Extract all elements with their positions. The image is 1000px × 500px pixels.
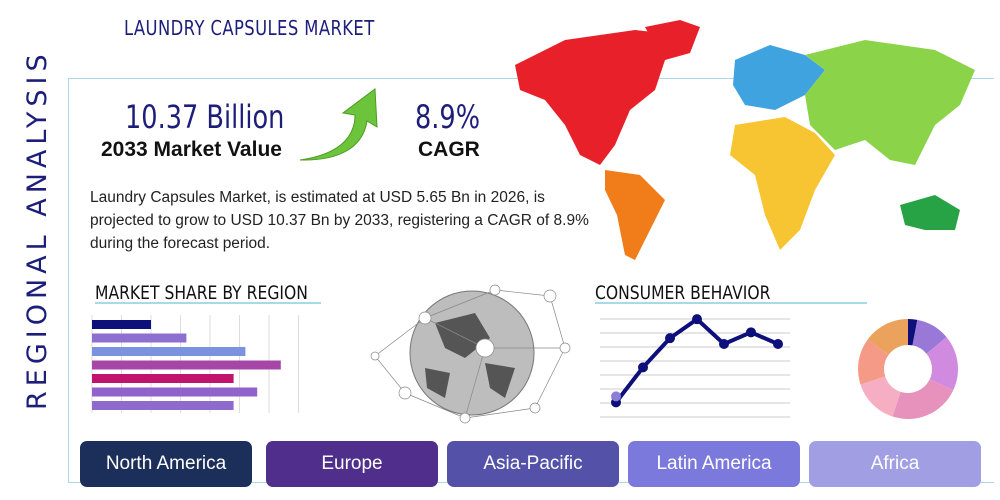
line-point bbox=[773, 339, 783, 349]
region-button-asia-pacific[interactable]: Asia-Pacific bbox=[447, 441, 619, 487]
bar bbox=[92, 360, 281, 370]
consumer-behavior-title: CONSUMER BEHAVIOR bbox=[595, 282, 771, 304]
consumer-line-chart bbox=[600, 314, 790, 418]
donut-slice bbox=[912, 319, 947, 354]
side-title: REGIONAL ANALYSIS bbox=[22, 49, 53, 410]
region-button-africa[interactable]: Africa bbox=[809, 441, 981, 487]
map-asia bbox=[805, 40, 975, 165]
cagr-label: CAGR bbox=[418, 138, 480, 161]
globe-network-image bbox=[370, 284, 571, 424]
growth-arrow-icon bbox=[299, 88, 378, 161]
market-share-bar-chart bbox=[91, 315, 299, 413]
bar bbox=[92, 320, 151, 329]
donut-slice bbox=[892, 379, 954, 419]
donut-slice bbox=[926, 337, 958, 391]
donut-slice bbox=[860, 376, 901, 417]
region-button-north-america[interactable]: North America bbox=[80, 441, 252, 487]
bar bbox=[92, 401, 234, 410]
market-value-label: 2033 Market Value bbox=[101, 138, 282, 161]
market-value: 10.37 Billion bbox=[125, 98, 285, 136]
map-north-america bbox=[515, 30, 680, 165]
donut-slice bbox=[867, 319, 908, 355]
market-share-title: MARKET SHARE BY REGION bbox=[95, 282, 308, 304]
consumer-donut-chart bbox=[858, 319, 958, 419]
divider bbox=[595, 302, 867, 304]
map-south-america bbox=[605, 170, 665, 260]
line-point bbox=[638, 362, 648, 373]
line-point bbox=[719, 339, 729, 349]
region-button-europe[interactable]: Europe bbox=[266, 441, 438, 487]
map-europe bbox=[733, 45, 825, 110]
description: Laundry Capsules Market, is estimated at… bbox=[90, 189, 589, 252]
cagr-value: 8.9% bbox=[415, 98, 481, 136]
divider bbox=[95, 302, 321, 304]
map-oceania bbox=[900, 195, 960, 230]
map-greenland bbox=[645, 20, 700, 60]
world-map bbox=[515, 20, 975, 260]
map-africa bbox=[730, 117, 835, 250]
line-point bbox=[692, 314, 702, 325]
page-title: LAUNDRY CAPSULES MARKET bbox=[124, 16, 375, 40]
line-point bbox=[746, 327, 756, 338]
line-point bbox=[665, 333, 675, 344]
donut-slice bbox=[858, 339, 889, 385]
bar bbox=[92, 333, 187, 343]
line-point bbox=[611, 391, 621, 402]
bar bbox=[92, 347, 246, 356]
region-button-latin-america[interactable]: Latin America bbox=[628, 441, 800, 487]
donut-slice bbox=[908, 319, 918, 346]
bar bbox=[92, 374, 234, 383]
bar bbox=[92, 387, 258, 397]
